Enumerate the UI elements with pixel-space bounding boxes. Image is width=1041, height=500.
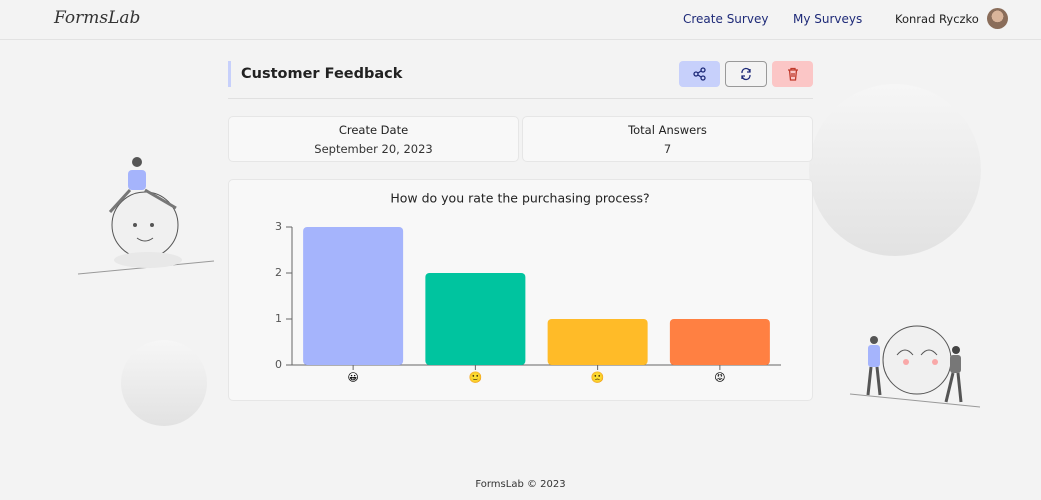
illustration-right xyxy=(849,325,981,408)
nav-link[interactable]: My Surveys xyxy=(793,12,863,26)
x-tick-label: 😡 xyxy=(714,371,725,384)
share-icon xyxy=(692,67,706,81)
refresh-icon xyxy=(741,67,751,81)
share-button[interactable] xyxy=(679,61,720,87)
stat-value: September 20, 2023 xyxy=(314,142,433,156)
stat-value: 7 xyxy=(663,142,672,156)
nav-link[interactable]: Create Survey xyxy=(683,12,769,26)
divider xyxy=(228,98,813,99)
footer: FormsLab © 2023 xyxy=(475,479,566,490)
bar xyxy=(547,319,648,365)
brand[interactable]: FormsLab xyxy=(54,8,141,28)
illustration-left xyxy=(77,157,215,275)
x-tick-label: 🙂 xyxy=(469,371,483,384)
stat-card: Total Answers 7 xyxy=(522,116,813,162)
bar xyxy=(669,319,770,365)
stat-label: Create Date xyxy=(338,123,409,137)
avatar[interactable] xyxy=(987,8,1008,29)
y-tick-label: 0 xyxy=(275,358,282,371)
bar xyxy=(303,227,404,365)
deco-circle xyxy=(121,340,207,426)
user-name: Konrad Ryczko xyxy=(895,12,979,26)
refresh-button[interactable] xyxy=(725,61,767,87)
chart-card: How do you rate the purchasing process? … xyxy=(228,179,813,401)
stat-label: Total Answers xyxy=(628,123,707,137)
x-tick-label: 😀 xyxy=(347,371,358,384)
header xyxy=(0,0,1041,40)
y-tick-label: 1 xyxy=(275,312,282,325)
chart: How do you rate the purchasing process? … xyxy=(275,191,781,384)
bar xyxy=(425,273,526,365)
delete-button[interactable] xyxy=(772,61,813,87)
delete-icon xyxy=(787,67,798,81)
chart-title: How do you rate the purchasing process? xyxy=(390,191,649,206)
y-tick-label: 3 xyxy=(275,220,282,233)
deco-circle xyxy=(809,84,981,256)
y-tick-label: 2 xyxy=(275,266,282,279)
x-tick-label: 🙁 xyxy=(591,371,605,384)
stat-card: Create Date September 20, 2023 xyxy=(228,116,519,162)
survey-title: Customer Feedback xyxy=(228,61,402,87)
